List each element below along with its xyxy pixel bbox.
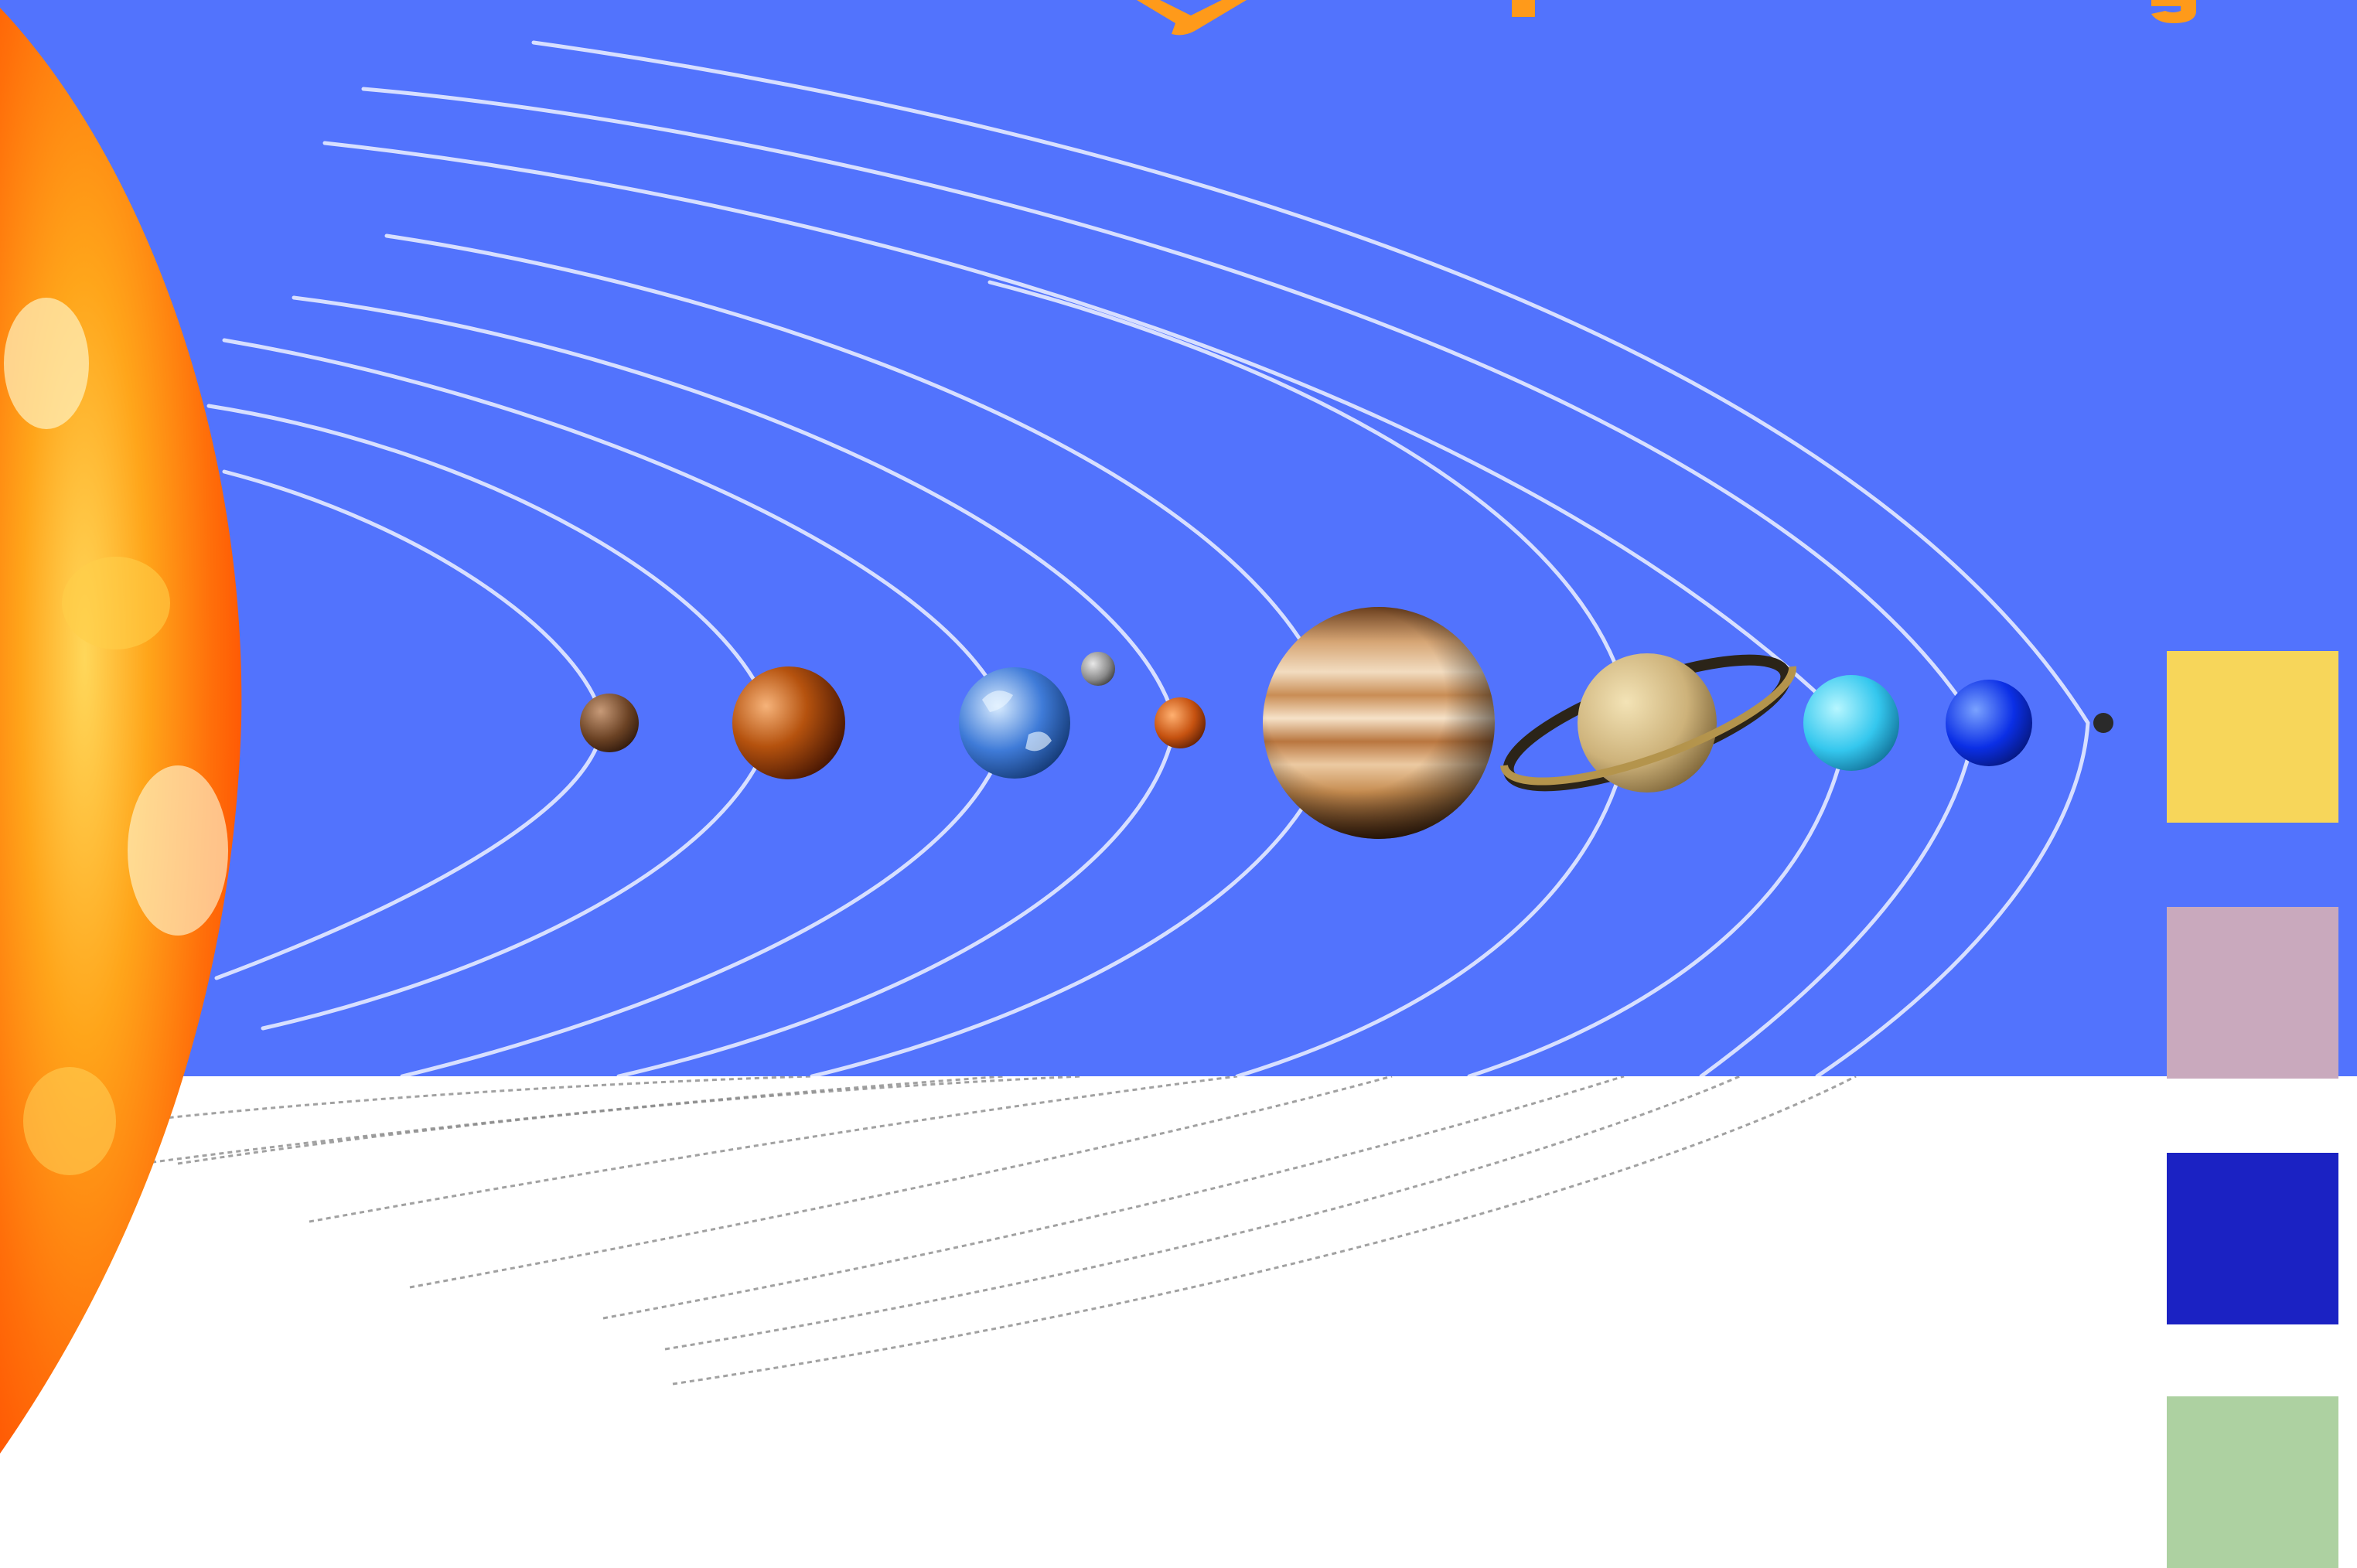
title-fragment — [1137, 0, 2196, 36]
pink-swatch — [2167, 907, 2338, 1079]
venus-planet — [732, 666, 845, 779]
blue-swatch — [2167, 1153, 2338, 1324]
uranus-planet — [1803, 675, 1899, 771]
green-swatch — [2167, 1396, 2338, 1568]
jupiter-planet — [1263, 607, 1495, 839]
mars-planet — [1155, 697, 1206, 748]
white-ground — [0, 1076, 2357, 1566]
mercury-planet — [580, 694, 639, 752]
pluto-planet — [2093, 713, 2113, 733]
moon — [1081, 652, 1115, 686]
neptune-planet — [1946, 680, 2032, 766]
sun — [0, 8, 242, 1454]
yellow-swatch — [2167, 651, 2338, 823]
saturn-planet — [1500, 653, 1797, 793]
sky-background — [0, 0, 2357, 1076]
earth-planet — [959, 667, 1070, 779]
